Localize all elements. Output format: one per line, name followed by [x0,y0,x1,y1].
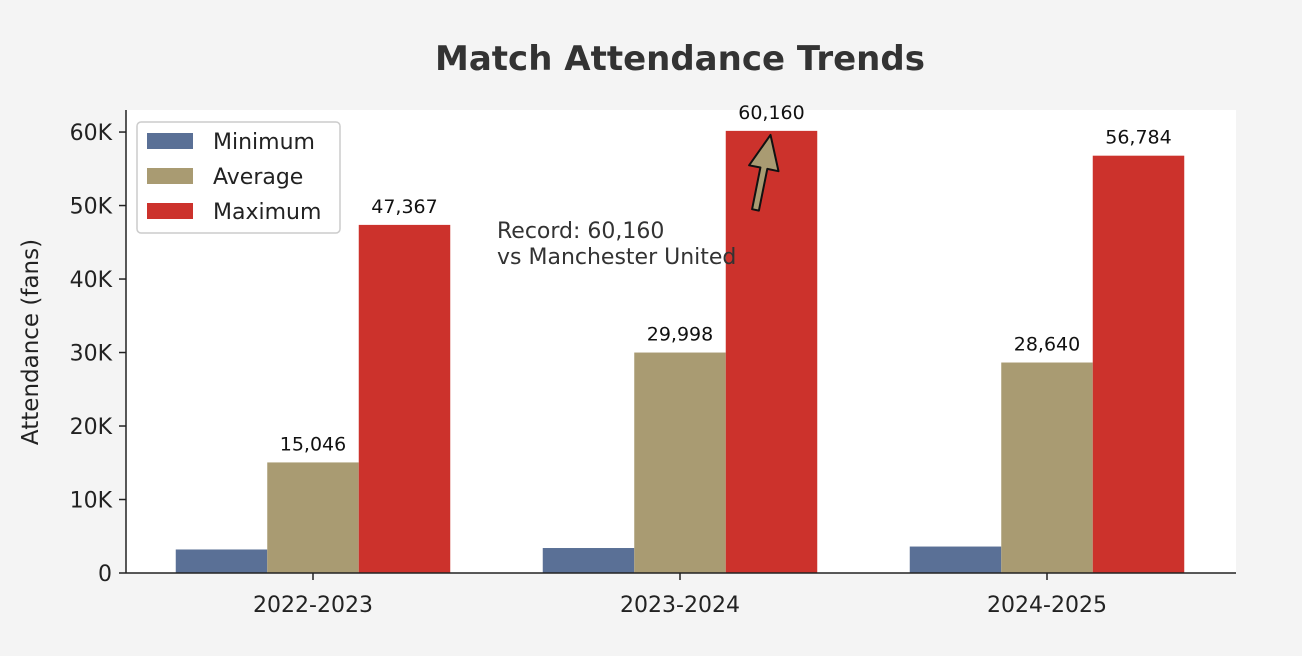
data-label-maximum-2024-2025: 56,784 [1105,127,1171,149]
bar-maximum-2022-2023 [358,224,451,573]
bar-maximum-2024-2025 [1092,155,1185,573]
legend-swatch-maximum [147,203,193,219]
y-tick-label: 50K [70,195,113,220]
bar-average-2022-2023 [267,462,359,573]
y-tick-label: 40K [70,268,113,293]
bar-minimum-2024-2025 [909,546,1002,573]
y-tick-label: 60K [70,121,113,146]
data-labels-layer: 15,046 29,998 28,640 47,367 60,160 56,784 [280,102,1172,456]
legend-label-minimum: Minimum [213,130,315,155]
data-label-maximum-2022-2023: 47,367 [371,196,437,218]
y-axis-label: Attendance (fans) [18,239,44,445]
bar-minimum-2023-2024 [542,548,635,573]
chart-title: Match Attendance Trends [435,39,925,79]
legend-label-maximum: Maximum [213,200,321,225]
data-label-average-2022-2023: 15,046 [280,433,346,455]
data-label-average-2023-2024: 29,998 [647,324,713,346]
annotation-line-1: Record: 60,160 [497,219,664,244]
bars-layer [175,130,1185,573]
legend-swatch-average [147,168,193,184]
legend: Minimum Average Maximum [136,121,341,234]
y-ticks-layer: 0 10K 20K 30K 40K 50K 60K [70,121,126,587]
x-tick-label: 2024-2025 [987,593,1107,618]
data-label-maximum-2023-2024: 60,160 [738,102,804,124]
y-tick-label: 20K [70,415,113,440]
bar-average-2023-2024 [634,352,726,573]
y-tick-label: 10K [70,489,113,514]
data-label-average-2024-2025: 28,640 [1014,334,1080,356]
legend-swatch-minimum [147,133,193,149]
x-tick-label: 2023-2024 [620,593,740,618]
bar-maximum-2023-2024 [725,130,818,573]
legend-label-average: Average [213,165,303,190]
bar-minimum-2022-2023 [175,549,268,573]
annotation-arrow-icon [748,133,780,212]
x-ticks-layer: 2022-2023 2023-2024 2024-2025 [253,573,1107,618]
record-annotation: Record: 60,160 vs Manchester United [497,133,780,270]
bar-average-2024-2025 [1001,362,1093,573]
x-tick-label: 2022-2023 [253,593,373,618]
y-tick-label: 30K [70,342,113,367]
y-tick-label: 0 [98,562,112,587]
annotation-line-2: vs Manchester United [497,245,736,270]
